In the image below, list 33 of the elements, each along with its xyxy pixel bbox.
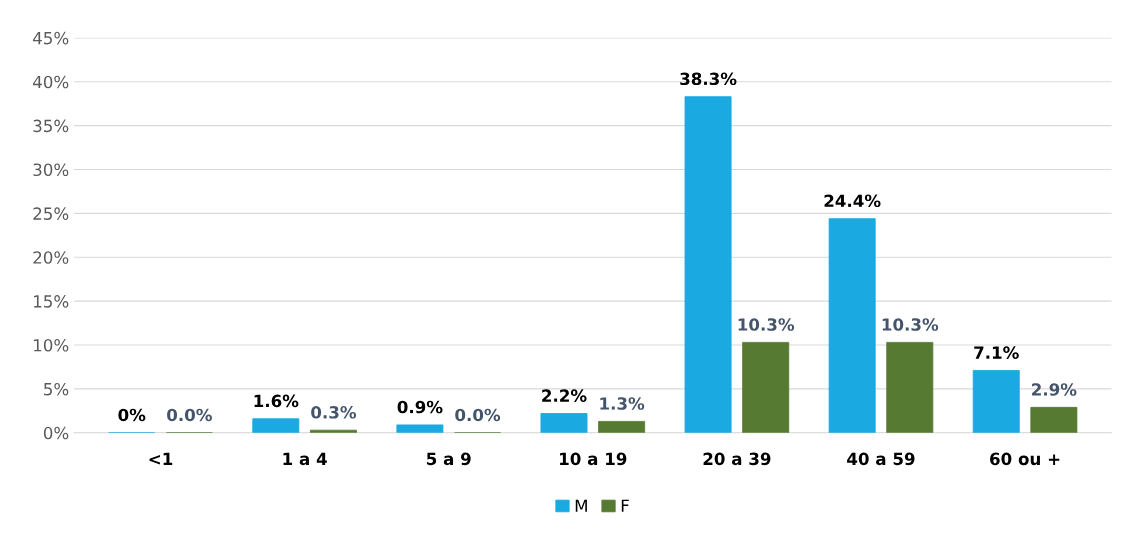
y-tick-label: 35% xyxy=(33,119,69,133)
x-tick-label: 60 ou + xyxy=(990,452,1060,466)
x-tick-label: 10 a 19 xyxy=(560,452,627,466)
y-tick-label: 15% xyxy=(34,295,69,308)
data-label: 0.0% xyxy=(167,408,212,422)
data-label: 7.1% xyxy=(974,346,1019,359)
data-label: 0.9% xyxy=(397,400,443,414)
data-label: 1.3% xyxy=(600,397,645,410)
y-tick-label: 45% xyxy=(33,31,69,45)
x-tick-label: <1 xyxy=(149,452,173,465)
y-tick-label: 25% xyxy=(33,207,69,220)
x-tick-label: 5 a 9 xyxy=(426,452,471,466)
y-tick-label: 0% xyxy=(43,426,69,440)
data-label: 2.9% xyxy=(1032,383,1077,396)
data-label: 0% xyxy=(118,408,146,422)
y-tick-label: 5% xyxy=(44,382,69,396)
data-label: 0.0% xyxy=(455,408,501,422)
data-label: 10.3% xyxy=(882,318,939,331)
data-label: 2.2% xyxy=(542,389,587,402)
x-tick-label: 1 a 4 xyxy=(283,452,327,466)
legend-label: M xyxy=(575,499,587,512)
x-tick-label: 40 a 59 xyxy=(847,452,915,466)
data-label: 1.6% xyxy=(254,394,299,408)
data-label: 0.3% xyxy=(311,406,357,419)
y-tick-label: 40% xyxy=(33,75,69,89)
y-tick-label: 20% xyxy=(33,251,69,264)
data-label: 38.3% xyxy=(680,72,737,86)
x-tick-label: 20 a 39 xyxy=(703,452,771,466)
y-tick-label: 30% xyxy=(33,163,69,177)
data-label: 24.4% xyxy=(824,194,881,208)
y-tick-label: 10% xyxy=(34,339,69,352)
legend-label: F xyxy=(621,499,629,512)
data-label: 10.3% xyxy=(738,318,795,331)
